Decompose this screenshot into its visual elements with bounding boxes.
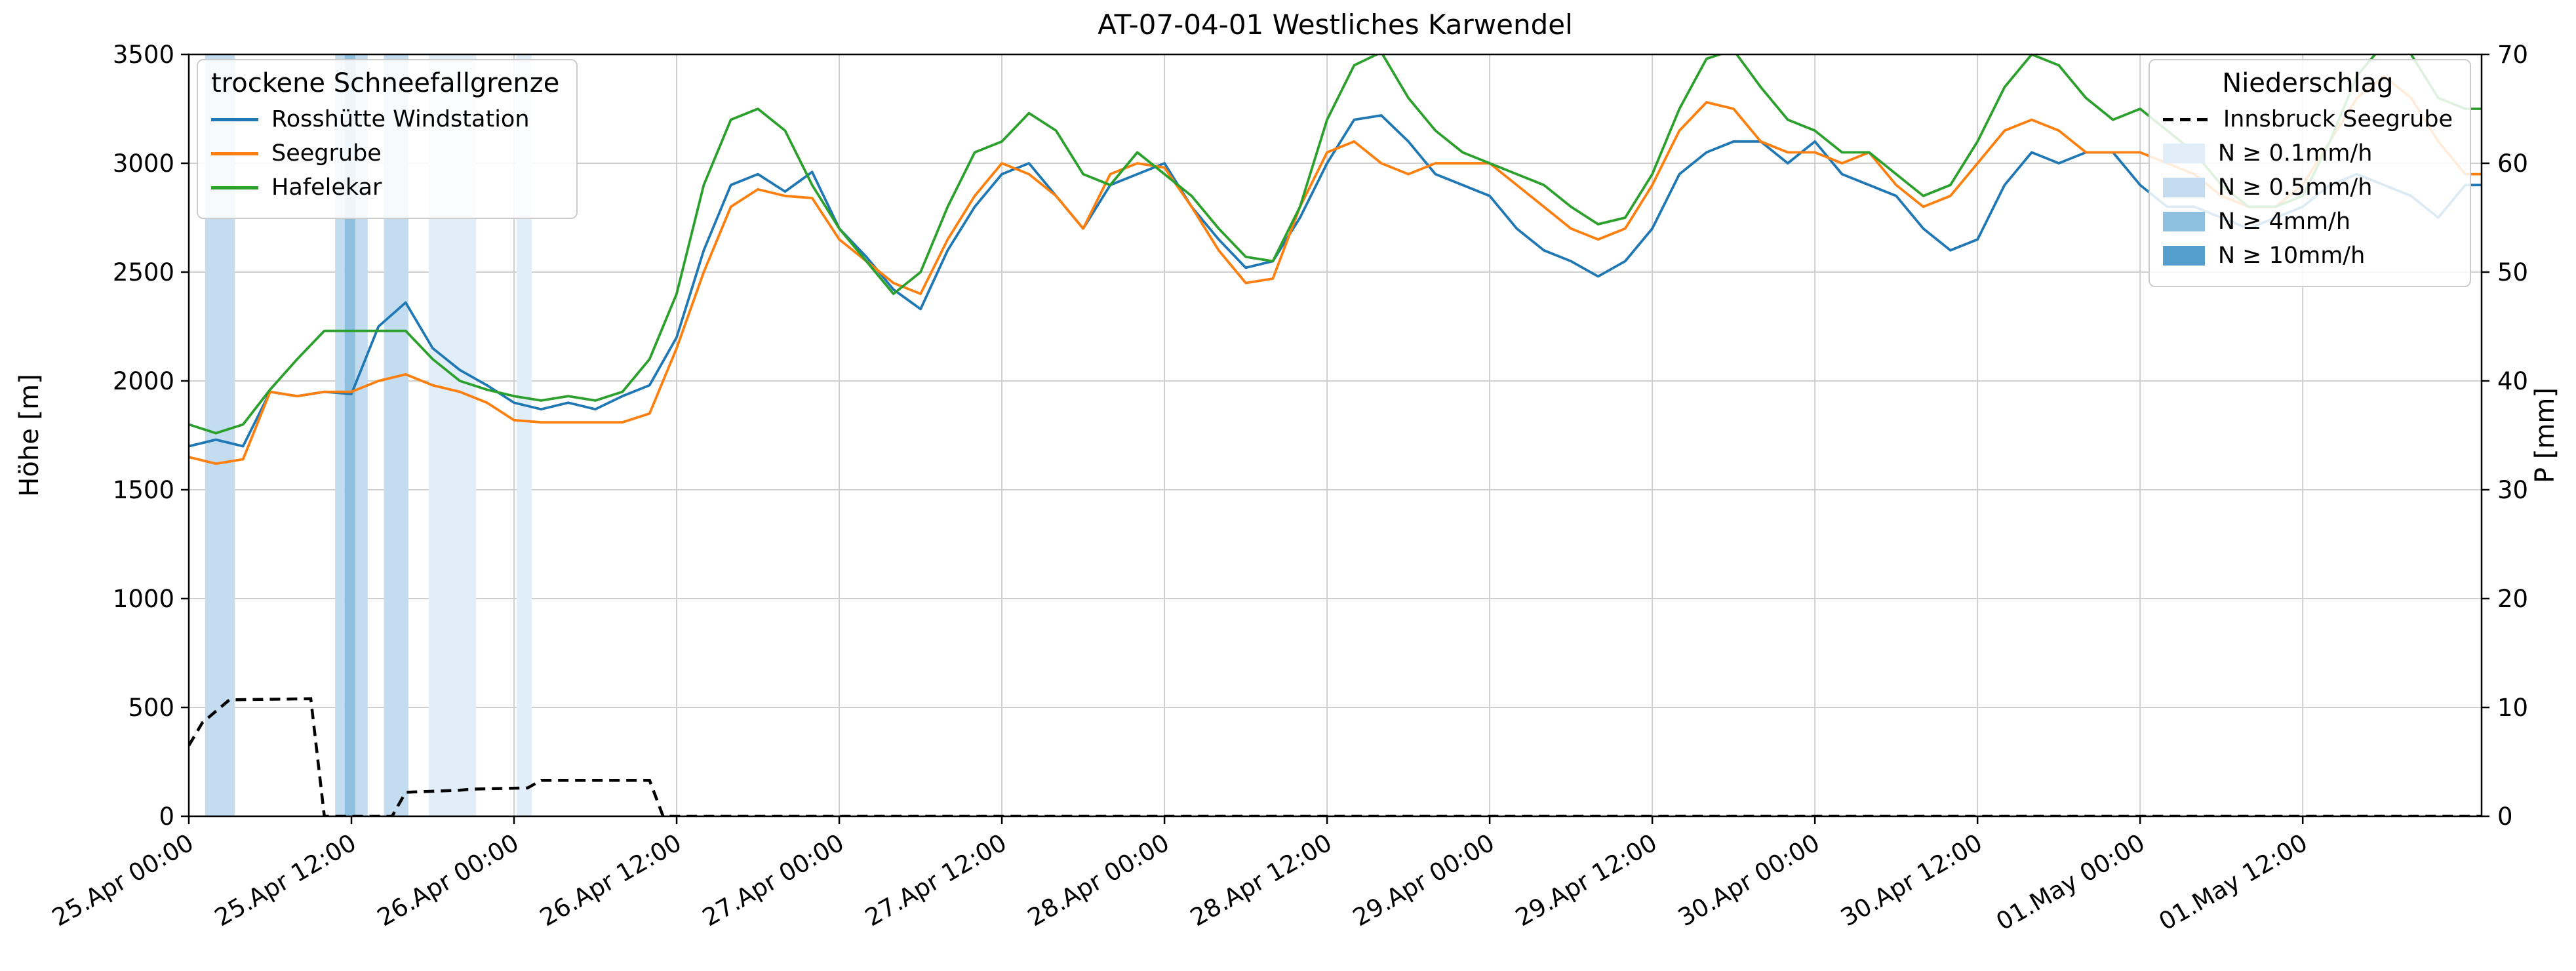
axes-frame xyxy=(188,53,2483,818)
patch-swatch-icon xyxy=(2162,246,2205,266)
ytick-label-left: 2000 xyxy=(113,367,174,395)
xtick-label: 27.Apr 12:00 xyxy=(860,829,1011,932)
legend-precip-entry-n-0-5mm-h: N ≥ 0.5mm/h xyxy=(2162,174,2453,201)
chart-title: AT-07-04-01 Westliches Karwendel xyxy=(1098,9,1573,41)
legend-snowline: trockene Schneefallgrenze Rosshütte Wind… xyxy=(197,59,578,219)
xtick-label: 26.Apr 00:00 xyxy=(372,829,523,932)
xtick-label: 28.Apr 12:00 xyxy=(1185,829,1336,932)
legend-precip-entries: Innsbruck Seegrube N ≥ 0.1mm/h N ≥ 0.5mm/h… xyxy=(2162,106,2453,269)
legend-precip-entry-label: N ≥ 0.1mm/h xyxy=(2217,140,2373,167)
xtick-label: 30.Apr 12:00 xyxy=(1836,829,1987,932)
ytick-label-right: 10 xyxy=(2497,694,2528,722)
precip-band-n-0.5 xyxy=(335,54,345,816)
ytick-label-left: 3000 xyxy=(113,149,174,178)
legend-snowline-entry-label: Rosshütte Windstation xyxy=(271,106,530,132)
patch-swatch-icon xyxy=(2162,178,2205,197)
xtick-label: 27.Apr 00:00 xyxy=(698,829,848,932)
precip-band-n-4 xyxy=(344,54,356,816)
legend-precip-entry-label: Innsbruck Seegrube xyxy=(2223,106,2453,132)
xtick-label: 29.Apr 00:00 xyxy=(1348,829,1499,932)
ytick-label-right: 50 xyxy=(2497,258,2528,287)
legend-precip-entry-label: N ≥ 0.5mm/h xyxy=(2217,174,2373,201)
patch-swatch-icon xyxy=(2162,144,2205,163)
ytick-label-right: 20 xyxy=(2497,585,2528,613)
xtick-label: 01.May 00:00 xyxy=(1991,829,2149,936)
legend-snowline-title: trockene Schneefallgrenze xyxy=(211,68,560,98)
legend-precip-entry-label: N ≥ 4mm/h xyxy=(2217,208,2351,235)
xtick-label: 26.Apr 12:00 xyxy=(535,829,686,932)
xtick-label: 25.Apr 12:00 xyxy=(210,829,361,932)
ytick-label-left: 0 xyxy=(159,803,174,831)
xtick-label: 29.Apr 12:00 xyxy=(1511,829,1661,932)
legend-precip-entry-n-10mm-h: N ≥ 10mm/h xyxy=(2162,243,2453,269)
xtick-label: 01.May 12:00 xyxy=(2154,829,2312,936)
legend-snowline-entry-label: Seegrube xyxy=(271,140,382,167)
right-axis-label: P [mm] xyxy=(2530,387,2560,483)
legend-snowline-entry-hafelekar: Hafelekar xyxy=(211,174,559,201)
xtick-label: 25.Apr 00:00 xyxy=(47,829,198,932)
xtick-label: 30.Apr 00:00 xyxy=(1673,829,1824,932)
line-swatch-icon xyxy=(211,117,258,121)
dashed-line-swatch-icon xyxy=(2162,117,2210,121)
precip-band-n-0.1 xyxy=(517,54,532,816)
ytick-label-left: 3500 xyxy=(113,41,174,69)
legend-snowline-entry-rossh-tte-windstation: Rosshütte Windstation xyxy=(211,106,559,132)
legend-precip-entry-innsbruck-seegrube: Innsbruck Seegrube xyxy=(2162,106,2453,132)
precip-band-n-0.5 xyxy=(355,54,368,816)
series-line-hafelekar xyxy=(189,54,2482,435)
ytick-label-right: 40 xyxy=(2497,367,2528,395)
ytick-label-right: 30 xyxy=(2497,476,2528,504)
ytick-label-left: 1000 xyxy=(113,585,174,613)
line-swatch-icon xyxy=(211,151,258,155)
series-line-seegrube xyxy=(189,75,2482,466)
patch-swatch-icon xyxy=(2162,212,2205,231)
xtick-label: 28.Apr 00:00 xyxy=(1023,829,1174,932)
ytick-label-right: 0 xyxy=(2497,803,2513,831)
legend-precip-entry-n-4mm-h: N ≥ 4mm/h xyxy=(2162,208,2453,235)
legend-precip-title: Niederschlag xyxy=(2222,68,2394,98)
ytick-label-right: 60 xyxy=(2497,149,2528,178)
left-axis-label: Höhe [m] xyxy=(14,374,45,496)
ytick-label-left: 500 xyxy=(128,694,174,722)
ytick-label-left: 1500 xyxy=(113,476,174,504)
legend-precip: Niederschlag Innsbruck Seegrube N ≥ 0.1mm… xyxy=(2148,59,2471,287)
ytick-label-right: 70 xyxy=(2497,41,2528,69)
ytick-label-left: 2500 xyxy=(113,258,174,287)
legend-snowline-entry-seegrube: Seegrube xyxy=(211,140,559,167)
legend-precip-entry-label: N ≥ 10mm/h xyxy=(2217,243,2366,269)
legend-snowline-entry-label: Hafelekar xyxy=(271,174,382,201)
legend-precip-entry-n-0-1mm-h: N ≥ 0.1mm/h xyxy=(2162,140,2453,167)
precip-line-innsbruck-seegrube xyxy=(189,697,2482,816)
line-swatch-icon xyxy=(211,186,258,189)
tick-marks xyxy=(181,53,2489,824)
legend-snowline-entries: Rosshütte Windstation Seegrube Hafelekar xyxy=(211,106,559,201)
